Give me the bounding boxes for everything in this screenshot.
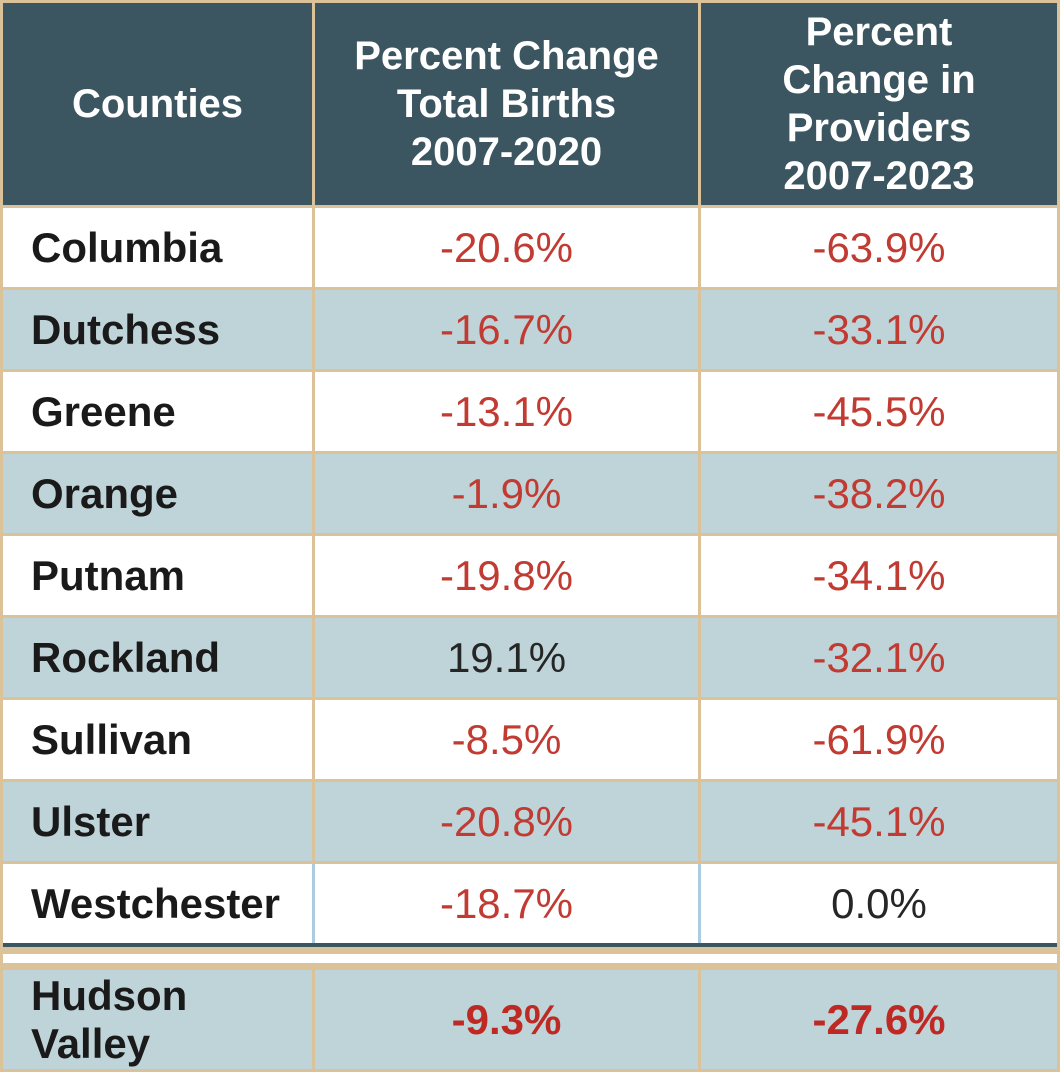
providers-change-value: -63.9% xyxy=(698,208,1057,287)
providers-change-value: -45.1% xyxy=(698,782,1057,861)
table-row-dutchess: Dutchess -16.7% -33.1% xyxy=(3,287,1057,369)
providers-change-value: -45.5% xyxy=(698,372,1057,451)
providers-change-value: -27.6% xyxy=(698,970,1057,1069)
births-change-value: -1.9% xyxy=(312,454,698,533)
county-name: Greene xyxy=(31,387,176,435)
header-cell-births-change: Percent Change Total Births 2007-2020 xyxy=(312,3,698,205)
table-row-ulster: Ulster -20.8% -45.1% xyxy=(3,779,1057,861)
providers-change-value: -38.2% xyxy=(698,454,1057,533)
births-change-value: -20.6% xyxy=(312,208,698,287)
county-name: Columbia xyxy=(31,223,223,271)
county-name: Orange xyxy=(31,469,179,517)
county-name: Putnam xyxy=(31,551,186,599)
header-cell-providers-change: Percent Change in Providers 2007-2023 xyxy=(698,3,1057,205)
table-row-rockland: Rockland 19.1% -32.1% xyxy=(3,615,1057,697)
births-change-value: -9.3% xyxy=(312,970,698,1069)
county-name: Dutchess xyxy=(31,305,221,353)
births-change-value: -20.8% xyxy=(312,782,698,861)
providers-change-value: -32.1% xyxy=(698,618,1057,697)
summary-divider-band xyxy=(3,947,1057,970)
births-change-value: -16.7% xyxy=(312,290,698,369)
births-change-value: -13.1% xyxy=(312,372,698,451)
county-name: Hudson Valley xyxy=(31,972,188,1067)
table-row-westchester: Westchester -18.7% 0.0% xyxy=(3,861,1057,947)
providers-change-value: -33.1% xyxy=(698,290,1057,369)
county-name: Sullivan xyxy=(31,715,193,763)
header-cell-counties: Counties xyxy=(71,82,244,126)
table-row-columbia: Columbia -20.6% -63.9% xyxy=(3,205,1057,287)
providers-change-value: -61.9% xyxy=(698,700,1057,779)
births-change-value: 19.1% xyxy=(312,618,698,697)
providers-change-value: 0.0% xyxy=(698,864,1057,943)
county-name: Rockland xyxy=(31,633,221,681)
county-name: Westchester xyxy=(31,879,281,927)
births-change-value: -8.5% xyxy=(312,700,698,779)
table-row-hudson-valley-summary: Hudson Valley -9.3% -27.6% xyxy=(3,970,1057,1069)
header-row: Counties Percent Change Total Births 200… xyxy=(3,3,1057,205)
table-row-putnam: Putnam -19.8% -34.1% xyxy=(3,533,1057,615)
table-row-orange: Orange -1.9% -38.2% xyxy=(3,451,1057,533)
births-change-value: -19.8% xyxy=(312,536,698,615)
table-row-sullivan: Sullivan -8.5% -61.9% xyxy=(3,697,1057,779)
providers-change-value: -34.1% xyxy=(698,536,1057,615)
county-name: Ulster xyxy=(31,797,151,845)
table-row-greene: Greene -13.1% -45.5% xyxy=(3,369,1057,451)
births-change-value: -18.7% xyxy=(312,864,698,943)
